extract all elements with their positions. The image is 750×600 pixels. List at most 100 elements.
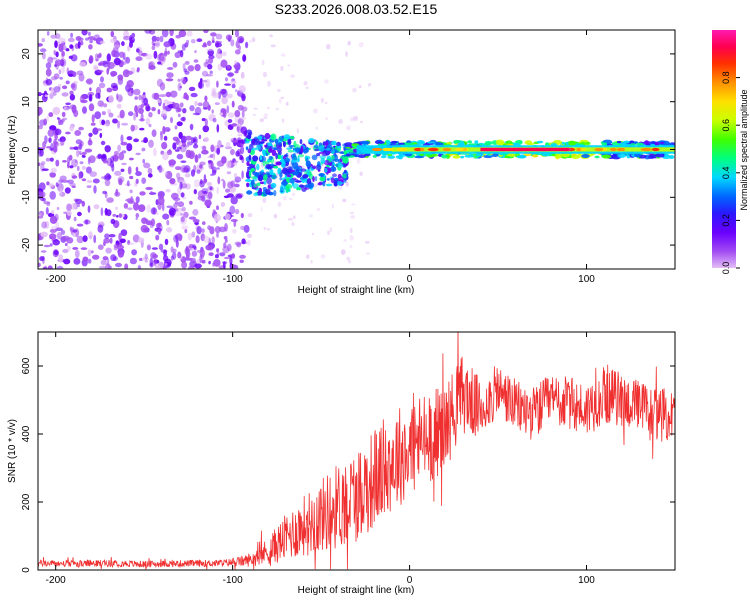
noise-blob <box>262 71 268 78</box>
noise-blob <box>216 186 219 195</box>
noise-blob <box>43 118 48 126</box>
transition-blob <box>344 169 347 174</box>
noise-blob <box>157 53 165 62</box>
noise-blob <box>164 238 169 246</box>
noise-blob <box>80 40 84 46</box>
transition-blob <box>278 150 282 156</box>
noise-blob <box>358 42 364 48</box>
snr-line <box>38 332 675 570</box>
noise-blob <box>155 234 160 241</box>
noise-blob <box>123 35 130 41</box>
noise-blob <box>129 41 133 48</box>
noise-blob <box>234 241 242 246</box>
transition-blob <box>298 184 304 188</box>
transition-blob <box>244 140 250 144</box>
noise-blob <box>145 117 151 126</box>
noise-blob <box>53 73 60 80</box>
noise-blob <box>158 94 167 98</box>
noise-blob <box>180 117 186 122</box>
transition-blob <box>318 151 325 155</box>
noise-blob <box>176 121 183 127</box>
noise-blob <box>64 187 71 194</box>
noise-blob <box>117 250 124 258</box>
noise-blob <box>243 224 250 233</box>
noise-blob <box>50 34 57 39</box>
noise-blob <box>197 102 203 107</box>
noise-blob <box>206 182 212 186</box>
noise-blob <box>92 38 98 41</box>
tone-blob <box>441 154 448 159</box>
noise-blob <box>154 39 161 48</box>
noise-blob <box>180 192 185 198</box>
noise-blob <box>209 226 215 235</box>
transition-blob <box>273 189 277 197</box>
noise-blob <box>148 123 152 128</box>
noise-blob <box>215 33 223 40</box>
noise-blob <box>92 127 99 135</box>
noise-blob <box>193 189 197 195</box>
noise-blob <box>96 128 103 131</box>
noise-blob <box>166 205 174 209</box>
transition-blob <box>256 163 260 171</box>
noise-blob <box>234 208 240 215</box>
transition-blob <box>256 182 261 187</box>
noise-blob <box>234 89 238 93</box>
transition-blob <box>305 169 310 173</box>
noise-blob <box>179 85 182 89</box>
tone-blob <box>602 154 612 159</box>
noise-blob <box>216 147 221 155</box>
noise-blob <box>198 153 202 159</box>
noise-blob <box>235 150 240 157</box>
x-tick-label: 0 <box>407 274 413 285</box>
noise-blob <box>69 182 76 187</box>
noise-blob <box>206 40 212 47</box>
noise-blob <box>146 204 151 213</box>
noise-blob <box>61 50 65 57</box>
transition-blob <box>315 141 319 145</box>
noise-blob <box>159 35 164 43</box>
noise-blob <box>198 134 202 140</box>
noise-blob <box>137 237 145 243</box>
noise-blob <box>155 265 161 269</box>
noise-blob <box>135 196 140 204</box>
noise-blob <box>222 180 226 189</box>
noise-blob <box>129 175 134 180</box>
noise-blob <box>138 94 142 101</box>
noise-blob <box>62 160 67 163</box>
noise-blob <box>180 160 187 163</box>
noise-blob <box>70 32 73 38</box>
noise-blob <box>95 58 99 62</box>
transition-blob <box>269 172 276 176</box>
noise-blob <box>234 176 242 183</box>
tone-blob <box>594 155 600 159</box>
noise-blob <box>38 234 42 241</box>
noise-blob <box>129 189 133 194</box>
noise-blob <box>356 158 361 165</box>
noise-blob <box>241 106 248 112</box>
noise-blob <box>221 178 225 182</box>
noise-blob <box>73 146 79 150</box>
noise-blob <box>40 250 47 253</box>
noise-blob <box>241 93 246 102</box>
tone-blob <box>581 154 590 158</box>
noise-blob <box>89 171 97 178</box>
noise-blob <box>144 253 148 260</box>
noise-blob <box>280 53 286 57</box>
noise-blob <box>108 234 116 238</box>
noise-blob <box>52 239 60 246</box>
transition-blob <box>313 144 319 149</box>
transition-blob <box>287 149 294 153</box>
noise-blob <box>346 256 351 261</box>
noise-blob <box>182 108 187 114</box>
noise-blob <box>177 82 182 92</box>
noise-blob <box>204 199 212 207</box>
noise-blob <box>58 254 63 263</box>
noise-blob <box>81 30 88 36</box>
noise-blob <box>151 107 156 112</box>
noise-blob <box>217 48 222 54</box>
noise-blob <box>225 188 230 193</box>
noise-blob <box>145 105 151 112</box>
noise-blob <box>226 160 232 169</box>
noise-blob <box>53 250 59 256</box>
noise-blob <box>227 119 233 123</box>
